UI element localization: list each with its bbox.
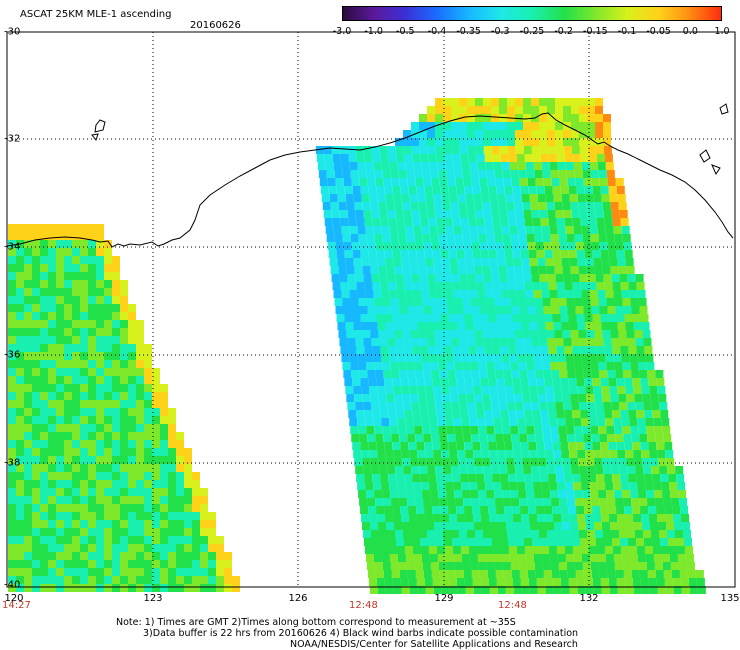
y-tick-label: -36 — [4, 349, 21, 361]
pass-time: 14:27 — [2, 600, 31, 611]
colorbar-label: -1.0 — [364, 26, 383, 37]
mle-swaths — [8, 98, 706, 594]
note-line-3: NOAA/NESDIS/Center for Satellite Applica… — [290, 639, 578, 650]
y-tick-label: -34 — [4, 241, 21, 253]
y-tick-label: -40 — [4, 579, 21, 591]
colorbar-label: -0.2 — [554, 26, 573, 37]
colorbar-segment — [690, 6, 723, 21]
colorbar-segment — [627, 6, 660, 21]
colorbar-label: 0.0 — [682, 26, 698, 37]
colorbar-label: -0.35 — [456, 26, 481, 37]
colorbar-label: -0.5 — [396, 26, 415, 37]
note-line-2: 3)Data buffer is 22 hrs from 20160626 4)… — [143, 628, 579, 639]
colorbar-segment — [658, 6, 691, 21]
colorbar-segment — [563, 6, 596, 21]
colorbar-label: -0.25 — [519, 26, 545, 37]
y-tick-label: -30 — [4, 26, 21, 38]
colorbar-label: -0.4 — [427, 26, 447, 37]
colorbar-segment — [405, 6, 438, 21]
colorbar-segment — [437, 6, 470, 21]
colorbar-label: 1.0 — [714, 26, 730, 37]
colorbar-segment — [373, 6, 406, 21]
colorbar-segment — [468, 6, 501, 21]
product-date: 20160626 — [190, 20, 241, 31]
x-tick-label: 120 — [4, 593, 24, 604]
coastline — [6, 112, 734, 248]
x-tick-label: 126 — [288, 593, 308, 604]
x-tick-label: 123 — [143, 593, 163, 604]
colorbar-segment — [500, 6, 533, 21]
pass-time: 12:48 — [498, 600, 527, 611]
pass-time: 12:48 — [349, 600, 378, 611]
y-tick-label: -32 — [4, 133, 21, 145]
y-tick-label: -38 — [4, 457, 21, 469]
colorbar-segment — [342, 6, 375, 21]
colorbar-label: -0.15 — [583, 26, 608, 37]
x-tick-label: 132 — [579, 593, 599, 604]
colorbar-segment — [532, 6, 565, 21]
colorbar-label: -3.0 — [332, 26, 352, 37]
x-tick-label: 129 — [434, 593, 454, 604]
colorbar-label: -0.3 — [491, 26, 510, 37]
colorbar-label: -0.05 — [646, 26, 671, 37]
product-title: ASCAT 25KM MLE-1 ascending — [20, 9, 172, 20]
note-line-1: Note: 1) Times are GMT 2)Times along bot… — [116, 617, 516, 628]
colorbar-segment — [595, 6, 628, 21]
map-frame — [6, 31, 736, 588]
colorbar-frame — [342, 6, 722, 21]
colorbar-label: -0.1 — [617, 26, 637, 37]
x-tick-label: 135 — [720, 593, 740, 604]
islands — [91, 103, 729, 176]
grid — [7, 32, 735, 587]
